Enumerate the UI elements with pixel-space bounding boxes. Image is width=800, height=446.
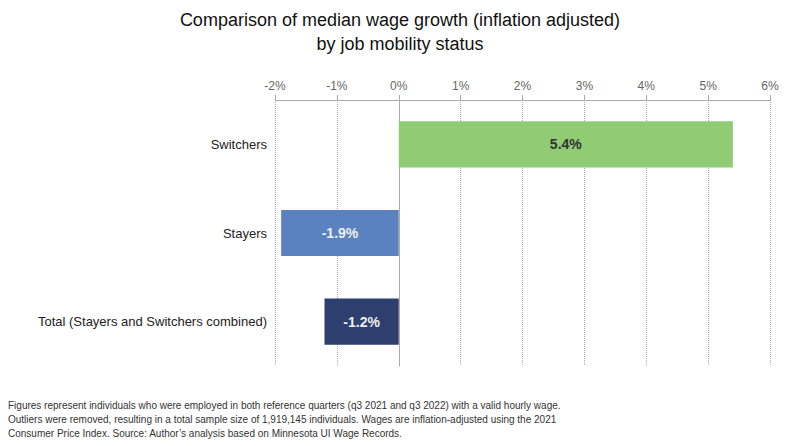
svg-text:-1.9%: -1.9% [322, 225, 359, 241]
svg-text:Comparison of median wage grow: Comparison of median wage growth (inflat… [180, 10, 620, 30]
svg-text:0%: 0% [390, 79, 408, 93]
svg-text:5%: 5% [699, 79, 717, 93]
svg-text:6%: 6% [761, 79, 779, 93]
svg-text:Figures represent individuals: Figures represent individuals who were e… [8, 400, 561, 411]
svg-text:-1.2%: -1.2% [343, 314, 380, 330]
svg-text:-2%: -2% [264, 79, 286, 93]
svg-text:3%: 3% [576, 79, 594, 93]
svg-text:Switchers: Switchers [211, 137, 268, 152]
svg-text:-1%: -1% [326, 79, 348, 93]
svg-text:Consumer Price Index. Source:: Consumer Price Index. Source: Author’s a… [8, 428, 402, 439]
svg-text:5.4%: 5.4% [550, 136, 582, 152]
svg-text:Total (Stayers and Switchers c: Total (Stayers and Switchers combined) [38, 314, 267, 329]
svg-text:Outliers were removed, resulti: Outliers were removed, resulting in a to… [8, 414, 557, 425]
svg-text:4%: 4% [638, 79, 656, 93]
svg-text:by job mobility status: by job mobility status [316, 34, 483, 54]
svg-text:Stayers: Stayers [223, 226, 268, 241]
svg-text:2%: 2% [514, 79, 532, 93]
svg-text:1%: 1% [452, 79, 470, 93]
